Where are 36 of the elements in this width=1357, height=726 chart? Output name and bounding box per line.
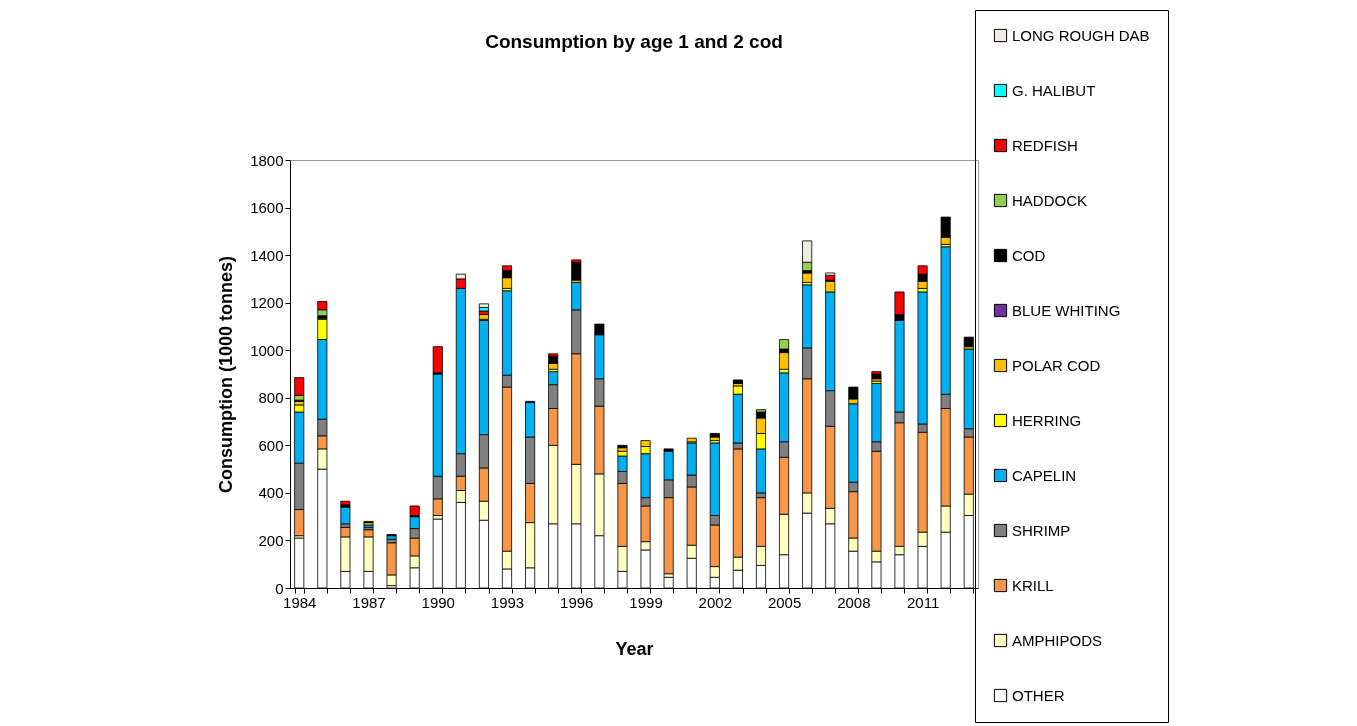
- y-tick-label: 1600: [250, 199, 284, 217]
- legend-label: KRILL: [1012, 576, 1054, 594]
- y-tick-label: 1200: [250, 294, 284, 312]
- legend-label: POLAR COD: [1012, 356, 1101, 374]
- x-tick-label: 2008: [837, 593, 871, 611]
- x-axis-title: Year: [615, 638, 654, 659]
- y-tick-label: 400: [258, 484, 284, 502]
- y-axis-title: Consumption (1000 tonnes): [216, 255, 237, 494]
- legend-label: CAPELIN: [1012, 466, 1077, 484]
- legend-label: HADDOCK: [1012, 191, 1088, 209]
- y-tick-label: 0: [275, 579, 284, 597]
- legend-label: REDFISH: [1012, 136, 1078, 154]
- legend-label: AMPHIPODS: [1012, 631, 1103, 649]
- legend-label: OTHER: [1012, 686, 1065, 704]
- legend-label: LONG ROUGH DAB: [1012, 26, 1150, 44]
- y-tick-label: 1800: [250, 151, 284, 169]
- legend-label: HERRING: [1012, 411, 1082, 429]
- legend-label: COD: [1012, 246, 1046, 264]
- x-tick-label: 1993: [490, 593, 525, 611]
- x-tick-label: 1987: [352, 593, 386, 611]
- x-tick-label: 1984: [283, 593, 317, 611]
- x-tick-label: 1990: [421, 593, 455, 611]
- x-tick-label: 2005: [767, 593, 802, 611]
- y-tick-label: 600: [258, 436, 284, 454]
- legend-label: G. HALIBUT: [1012, 81, 1096, 99]
- chart-title: Consumption by age 1 and 2 cod: [485, 30, 783, 52]
- y-tick-label: 800: [258, 389, 284, 407]
- x-tick-label: 2002: [698, 593, 732, 611]
- legend-label: SHRIMP: [1012, 521, 1071, 539]
- x-tick-label: 1996: [560, 593, 594, 611]
- x-tick-label: 2011: [906, 593, 940, 611]
- x-tick-label: 1999: [629, 593, 663, 611]
- y-tick-label: 200: [258, 531, 284, 549]
- y-tick-label: 1000: [250, 341, 284, 359]
- y-tick-label: 1400: [250, 246, 284, 264]
- legend-label: BLUE WHITING: [1012, 301, 1121, 319]
